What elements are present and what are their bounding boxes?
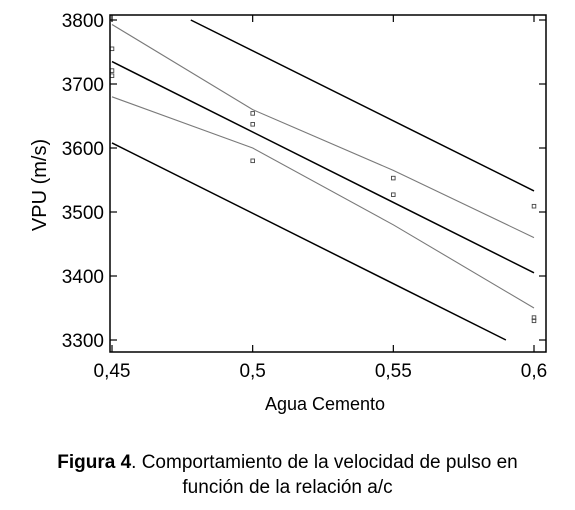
data-point-8	[391, 192, 396, 197]
caption-label: Figura 4	[57, 452, 132, 473]
data-point-7	[391, 175, 396, 181]
x-tick-label-3: 0,6	[521, 361, 547, 382]
y-axis-ticks: 3300 3400 3500 3600 3700 3800	[62, 11, 546, 352]
x-axis-label: Agua Cemento	[265, 394, 385, 414]
data-point-6	[250, 158, 255, 164]
data-point-9	[531, 203, 537, 209]
x-tick-label-2: 0,55	[375, 361, 412, 382]
caption-text-line-1: . Comportamiento de la velocidad de puls…	[131, 452, 518, 473]
confidence-upper-line	[111, 24, 535, 239]
y-tick-label-3500: 3500	[62, 203, 104, 224]
x-tick-label-0: 0,45	[94, 361, 131, 382]
y-tick-label-3800: 3800	[62, 11, 104, 32]
data-point-5	[250, 122, 255, 127]
fit-line	[111, 60, 535, 274]
y-tick-label-3400: 3400	[62, 267, 104, 288]
y-tick-label-3700: 3700	[62, 75, 104, 96]
x-axis-ticks: 0,45 0,5 0,55 0,6	[94, 15, 547, 382]
data-points	[109, 46, 537, 324]
data-point-11	[531, 318, 537, 324]
y-tick-label-3600: 3600	[62, 139, 104, 160]
y-axis-label: VPU (m/s)	[29, 139, 51, 231]
x-tick-label-1: 0,5	[239, 361, 265, 382]
prediction-upper-line	[190, 19, 535, 192]
prediction-lower-line	[111, 142, 507, 341]
confidence-lower-line	[111, 96, 535, 309]
y-tick-label-3300: 3300	[62, 331, 104, 352]
plot-frame	[109, 14, 547, 353]
figure-caption: Figura 4. Comportamiento de la velocidad…	[0, 450, 575, 500]
data-point-4	[250, 111, 255, 116]
regression-lines	[111, 19, 535, 341]
caption-text-line-2: función de la relación a/c	[182, 477, 393, 498]
